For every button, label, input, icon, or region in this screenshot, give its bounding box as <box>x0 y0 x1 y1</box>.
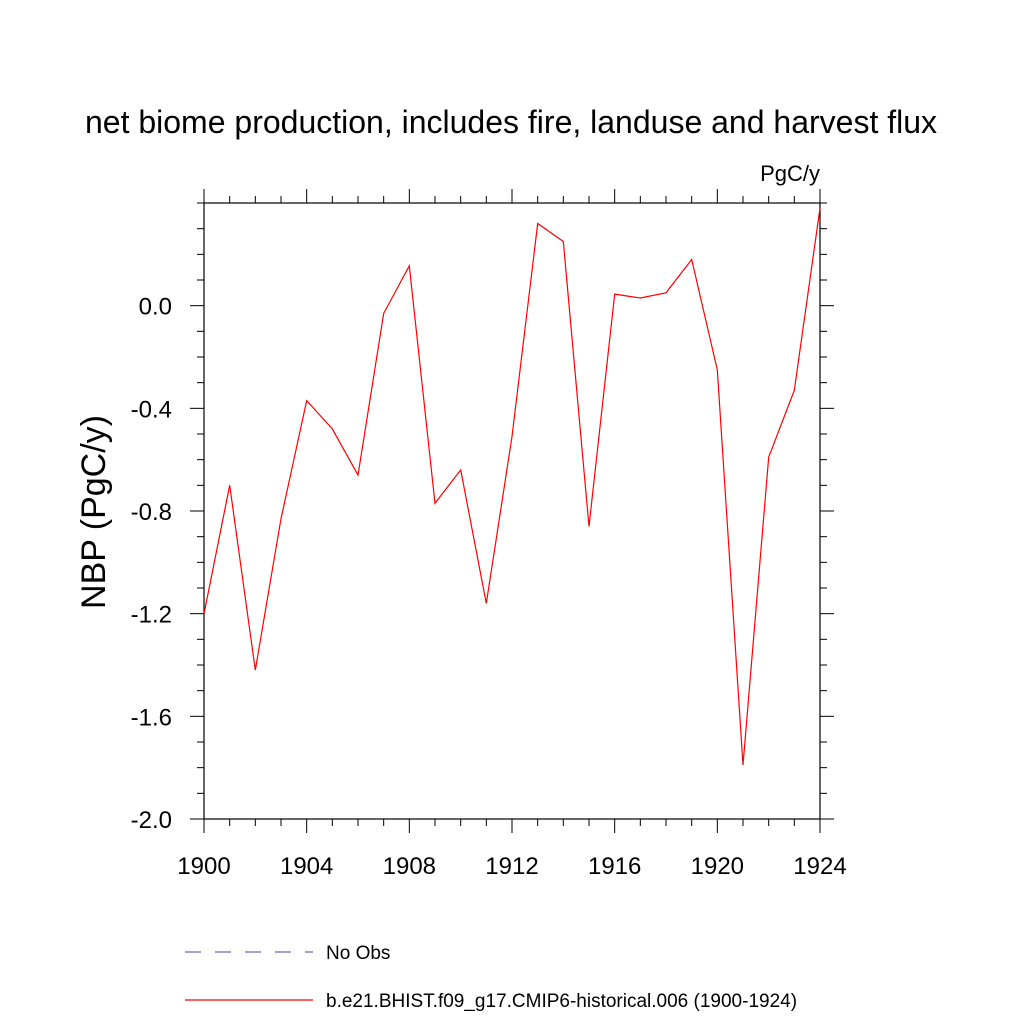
y-tick-label: -0.4 <box>131 396 172 423</box>
chart-title: net biome production, includes fire, lan… <box>85 104 937 140</box>
legend: No Obs b.e21.BHIST.f09_g17.CMIP6-historic… <box>185 943 797 1012</box>
axis-ticks <box>190 189 834 833</box>
x-tick-label: 1920 <box>691 853 744 880</box>
units-label: PgC/y <box>760 161 820 186</box>
series-line-0 <box>203 208 821 766</box>
x-tick-label: 1912 <box>485 853 538 880</box>
x-tick-label: 1900 <box>177 853 230 880</box>
plot-frame <box>203 202 821 820</box>
y-tick-label: 0.0 <box>139 294 172 321</box>
y-tick-label: -1.6 <box>131 704 172 731</box>
x-tick-labels: 1900 1904 1908 1912 1916 1920 1924 <box>177 853 846 880</box>
x-tick-label: 1904 <box>280 853 333 880</box>
x-tick-label: 1908 <box>383 853 436 880</box>
y-tick-label: -1.2 <box>131 602 172 629</box>
plot-border <box>203 202 821 820</box>
x-tick-label: 1916 <box>588 853 641 880</box>
y-tick-labels: -2.0 -1.6 -1.2 -0.8 -0.4 0.0 <box>131 294 172 834</box>
series-layer <box>203 208 821 766</box>
legend-label-1: b.e21.BHIST.f09_g17.CMIP6-historical.006… <box>326 991 797 1012</box>
x-tick-label: 1924 <box>793 853 846 880</box>
y-tick-label: -0.8 <box>131 499 172 526</box>
y-tick-label: -2.0 <box>131 807 172 834</box>
y-axis-title: NBP (PgC/y) <box>75 415 113 609</box>
legend-label-0: No Obs <box>326 943 390 964</box>
